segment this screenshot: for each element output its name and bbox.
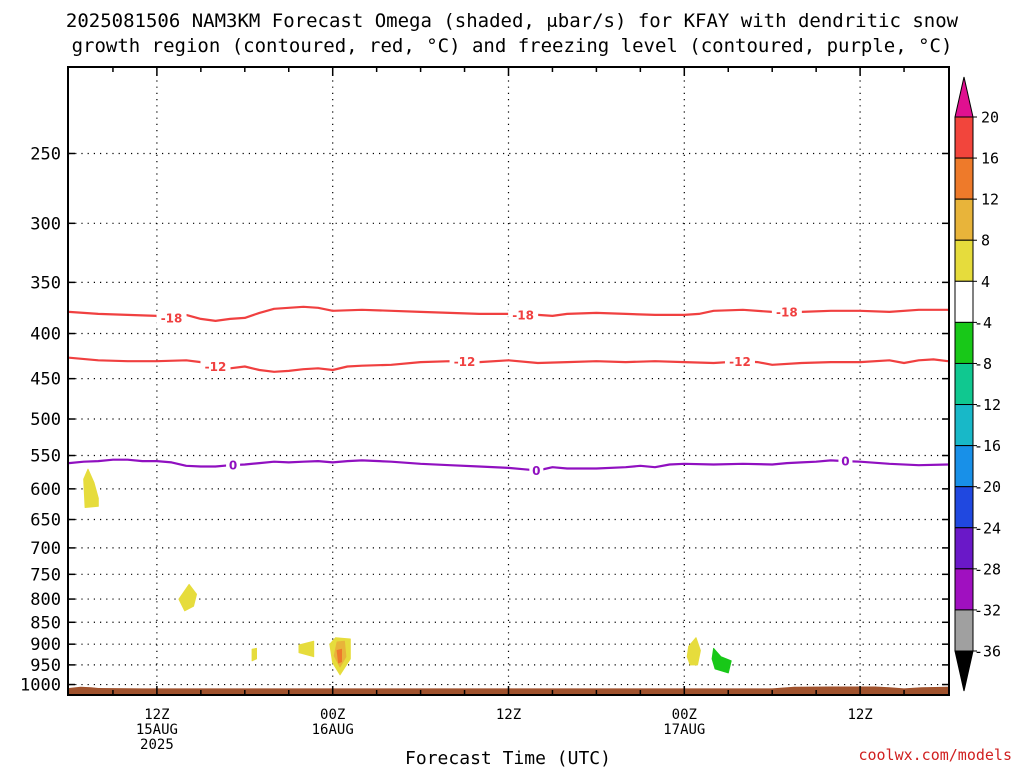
colorbar-over-arrow bbox=[954, 76, 974, 118]
colorbar-band bbox=[954, 486, 974, 529]
contour-label: -18 bbox=[161, 311, 183, 325]
colorbar-band bbox=[954, 445, 974, 488]
omega-shaded-region bbox=[251, 647, 257, 662]
y-tick-label: 250 bbox=[30, 144, 61, 164]
y-tick-label: 350 bbox=[30, 273, 61, 293]
colorbar-label: 20 bbox=[981, 109, 999, 127]
colorbar-under-arrow bbox=[954, 650, 974, 692]
y-tick-label: 400 bbox=[30, 325, 61, 345]
colorbar-band bbox=[954, 239, 974, 282]
x-tick-label: 15AUG bbox=[136, 722, 178, 738]
y-tick-label: 1000 bbox=[20, 676, 61, 696]
colorbar-band bbox=[954, 157, 974, 200]
omega-shaded-region bbox=[686, 637, 701, 666]
colorbar-band bbox=[954, 568, 974, 611]
colorbar-band bbox=[954, 321, 974, 364]
colorbar: 20 16 12 8 4 -4 -8 -12 -16 -20 -24 -28 -32 -36 bbox=[954, 76, 1001, 692]
colorbar-label: 8 bbox=[981, 232, 990, 250]
credit-link[interactable]: coolwx.com/models bbox=[858, 746, 1012, 764]
x-tick-label: 2025 bbox=[140, 737, 174, 753]
contour-label: -12 bbox=[205, 360, 227, 374]
colorbar-label: 16 bbox=[981, 150, 999, 168]
contour-line bbox=[68, 458, 949, 472]
colorbar-band bbox=[954, 609, 974, 652]
chart-title-line-1: 2025081506 NAM3KM Forecast Omega (shaded… bbox=[66, 10, 959, 32]
y-tick-label: 650 bbox=[30, 511, 61, 531]
y-tick-label: 500 bbox=[30, 410, 61, 430]
y-tick-label: 300 bbox=[30, 214, 61, 234]
omega-shaded-region bbox=[336, 648, 342, 664]
colorbar-label: -20 bbox=[974, 478, 1001, 496]
contour-label-bg bbox=[449, 354, 480, 369]
x-tick-label: 00Z bbox=[672, 707, 697, 723]
colorbar-label: 12 bbox=[981, 191, 999, 209]
contour-label-bg bbox=[724, 354, 755, 369]
colorbar-band bbox=[954, 527, 974, 570]
y-tick-label: 600 bbox=[30, 480, 61, 500]
contour-label: 0 bbox=[532, 464, 540, 478]
contour-label: -12 bbox=[729, 355, 751, 369]
omega-shaded-region bbox=[298, 640, 315, 658]
colorbar-label: 4 bbox=[981, 273, 990, 291]
contour-label: 0 bbox=[229, 459, 237, 473]
y-tick-label: 900 bbox=[30, 635, 61, 655]
colorbar-label: -32 bbox=[974, 601, 1001, 619]
colorbar-band bbox=[954, 116, 974, 159]
contour-label: -12 bbox=[454, 355, 476, 369]
x-tick-label: 17AUG bbox=[663, 722, 705, 738]
contour-label-bg bbox=[200, 359, 231, 374]
x-tick-label: 00Z bbox=[320, 707, 345, 723]
colorbar-band bbox=[954, 280, 974, 323]
omega-shading bbox=[83, 468, 732, 676]
colorbar-label: -12 bbox=[974, 396, 1001, 414]
contour-label-bg bbox=[838, 454, 853, 469]
y-tick-label: 950 bbox=[30, 656, 61, 676]
omega-shaded-region bbox=[178, 583, 197, 612]
contour-label-bg bbox=[226, 458, 241, 473]
x-tick-label: 12Z bbox=[496, 707, 521, 723]
colorbar-label: -4 bbox=[974, 314, 992, 332]
colorbar-label: -24 bbox=[974, 519, 1001, 537]
contour-line bbox=[68, 305, 948, 322]
colorbar-band bbox=[954, 362, 974, 406]
x-tick-label: 12Z bbox=[144, 707, 169, 723]
y-tick-label: 800 bbox=[30, 590, 61, 610]
colorbar-band bbox=[954, 198, 974, 241]
colorbar-label: -28 bbox=[974, 560, 1001, 578]
contour-label: 0 bbox=[841, 455, 849, 469]
contour-label-bg bbox=[508, 307, 539, 322]
y-axis: 2503003504004505005506006507007508008509… bbox=[20, 144, 949, 696]
contours: -18 -18 -18 -12 -12 -12 0 0 0 bbox=[68, 304, 949, 478]
contour-label-bg bbox=[156, 310, 187, 325]
y-tick-label: 450 bbox=[30, 370, 61, 390]
y-tick-label: 850 bbox=[30, 613, 61, 633]
contour-label: -18 bbox=[512, 308, 534, 322]
plot-frame bbox=[67, 66, 950, 696]
colorbar-label: -8 bbox=[974, 355, 992, 373]
y-tick-label: 550 bbox=[30, 447, 61, 467]
colorbar-band bbox=[954, 404, 974, 447]
x-axis-title: Forecast Time (UTC) bbox=[405, 748, 611, 768]
colorbar-label: -16 bbox=[974, 437, 1001, 455]
x-tick-label: 12Z bbox=[847, 707, 872, 723]
contour-label: -18 bbox=[776, 305, 798, 319]
grid bbox=[69, 68, 948, 694]
contour-label-bg bbox=[771, 304, 802, 319]
y-tick-label: 700 bbox=[30, 539, 61, 559]
chart-title-line-2: growth region (contoured, red, °C) and f… bbox=[72, 35, 953, 57]
x-tick-label: 16AUG bbox=[312, 722, 354, 738]
omega-shaded-region bbox=[83, 468, 99, 508]
colorbar-label: -36 bbox=[974, 643, 1001, 661]
contour-label-bg bbox=[529, 463, 544, 478]
y-tick-label: 750 bbox=[30, 565, 61, 585]
omega-shaded-region bbox=[711, 647, 732, 674]
